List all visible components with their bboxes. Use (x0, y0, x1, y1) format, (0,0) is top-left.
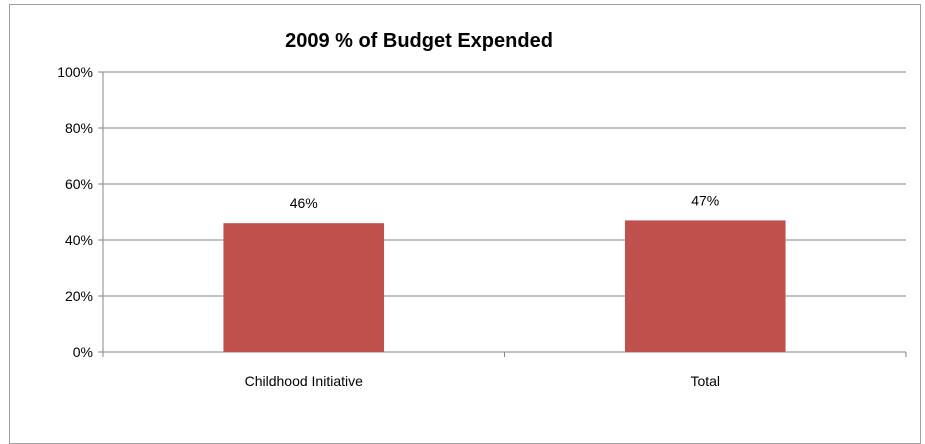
bars (223, 220, 786, 352)
category-labels: Childhood Initiative Total (245, 373, 720, 389)
y-tick-label: 100% (57, 64, 93, 80)
category-label: Childhood Initiative (245, 373, 364, 389)
y-tick-label: 40% (65, 232, 93, 248)
y-tick-label: 80% (65, 120, 93, 136)
y-tick-label: 60% (65, 176, 93, 192)
y-tick-label: 0% (73, 344, 93, 360)
data-labels: 46% 47% (290, 192, 720, 211)
bar (223, 223, 385, 352)
data-label: 47% (691, 192, 719, 208)
chart-title: 2009 % of Budget Expended (285, 30, 553, 52)
category-label: Total (690, 373, 720, 389)
bar-chart: 2009 % of Budget Expended 0% 20% 40% 60% 80%… (57, 30, 907, 389)
y-tick-label: 20% (65, 288, 93, 304)
y-tick-labels: 0% 20% 40% 60% 80% 100% (57, 64, 93, 360)
bar (624, 220, 786, 352)
data-label: 46% (290, 195, 318, 211)
